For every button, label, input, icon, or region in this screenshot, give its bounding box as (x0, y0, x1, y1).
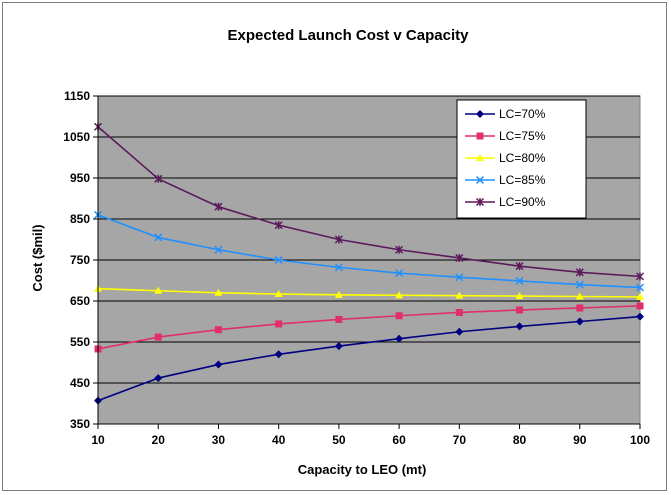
data-point-3-5 (395, 269, 404, 278)
x-axis-title: Capacity to LEO (mt) (298, 462, 427, 477)
data-point-4-2 (214, 202, 223, 211)
data-point-3-3 (274, 255, 283, 265)
legend-label-1: LC=75% (499, 129, 546, 143)
series-line-4 (97, 126, 641, 278)
y-tick-label-6: 950 (70, 171, 90, 185)
data-point-1-5 (395, 312, 403, 320)
x-tick-label-7: 80 (513, 433, 527, 447)
data-point-0-2 (214, 360, 223, 369)
chart-title: Expected Launch Cost v Capacity (228, 27, 470, 44)
y-tick-label-0: 350 (70, 417, 90, 431)
data-point-3-4 (334, 263, 343, 272)
data-point-0-9 (636, 312, 644, 321)
legend-marker-2 (476, 154, 484, 161)
series-0 (94, 312, 644, 405)
data-point-2-5 (395, 291, 404, 299)
data-point-2-9 (636, 292, 644, 300)
data-point-1-1 (154, 333, 162, 341)
data-point-3-8 (575, 280, 584, 289)
y-tick-label-2: 550 (70, 335, 90, 349)
data-point-1-7 (516, 306, 524, 314)
y-tick-label-5: 850 (70, 212, 90, 226)
data-point-0-5 (395, 334, 404, 343)
data-point-0-3 (274, 350, 283, 359)
data-point-3-6 (455, 273, 464, 282)
legend-label-3: LC=85% (499, 173, 546, 187)
data-point-4-6 (455, 253, 464, 262)
x-tick-label-0: 10 (91, 433, 105, 447)
data-point-3-9 (635, 283, 645, 292)
data-point-1-2 (214, 326, 222, 334)
data-point-1-4 (335, 315, 343, 323)
y-axis-title: Cost ($mil) (30, 224, 45, 291)
legend: LC=70% LC=75% LC=80% LC=85% LC=90% (456, 99, 587, 219)
data-point-1-3 (275, 320, 283, 328)
series-layer (93, 122, 645, 405)
series-line-2 (97, 287, 641, 298)
data-point-0-7 (515, 322, 524, 331)
data-point-0-6 (455, 327, 464, 336)
data-point-2-2 (214, 288, 223, 296)
data-point-4-1 (154, 174, 163, 183)
legend-label-0: LC=70% (499, 107, 546, 121)
data-point-3-2 (214, 245, 223, 254)
data-point-1-8 (576, 304, 584, 312)
y-tick-label-1: 450 (70, 376, 90, 390)
series-line-3 (97, 214, 641, 289)
legend-label-2: LC=80% (499, 151, 546, 165)
data-point-2-8 (575, 292, 584, 300)
data-point-2-4 (334, 290, 343, 298)
x-tick-label-1: 20 (152, 433, 166, 447)
data-point-4-4 (334, 235, 343, 244)
legend-marker-0 (476, 110, 484, 118)
y-tick-label-4: 750 (70, 253, 90, 267)
data-point-3-1 (154, 233, 163, 242)
y-tick-label-3: 650 (70, 294, 90, 308)
data-point-3-7 (515, 276, 524, 285)
y-tick-label-7: 1050 (63, 130, 90, 144)
data-point-2-7 (515, 292, 524, 300)
data-point-2-1 (154, 286, 163, 294)
x-tick-label-3: 40 (272, 433, 286, 447)
legend-label-4: LC=90% (499, 195, 546, 209)
x-axis-ticks: 10 20 30 40 50 60 70 80 90 100 (91, 96, 650, 447)
x-tick-label-8: 90 (573, 433, 587, 447)
x-tick-label-4: 50 (332, 433, 346, 447)
data-point-4-3 (274, 221, 283, 230)
data-point-4-7 (515, 262, 524, 271)
x-tick-label-9: 100 (630, 433, 650, 447)
legend-marker-1 (476, 132, 484, 140)
y-tick-label-8: 1150 (64, 89, 90, 103)
legend-marker-4 (475, 197, 485, 207)
data-point-4-5 (395, 245, 404, 254)
x-tick-label-6: 70 (453, 433, 467, 447)
series-3 (93, 210, 645, 292)
data-point-0-1 (154, 374, 163, 383)
series-4 (93, 122, 645, 281)
series-line-0 (97, 315, 641, 402)
data-point-2-6 (455, 291, 464, 299)
data-point-0-4 (334, 342, 343, 351)
x-tick-label-5: 60 (392, 433, 406, 447)
data-point-4-9 (635, 272, 645, 281)
data-point-2-3 (274, 290, 283, 298)
data-point-0-8 (575, 317, 584, 326)
y-axis-ticks: 350 450 550 650 750 850 950 1050 1150 (63, 89, 98, 431)
legend-marker-3 (475, 175, 485, 185)
data-point-1-9 (636, 302, 644, 310)
data-point-4-8 (575, 268, 584, 277)
data-point-1-6 (455, 308, 463, 316)
series-line-1 (97, 305, 641, 350)
x-tick-label-2: 30 (212, 433, 226, 447)
